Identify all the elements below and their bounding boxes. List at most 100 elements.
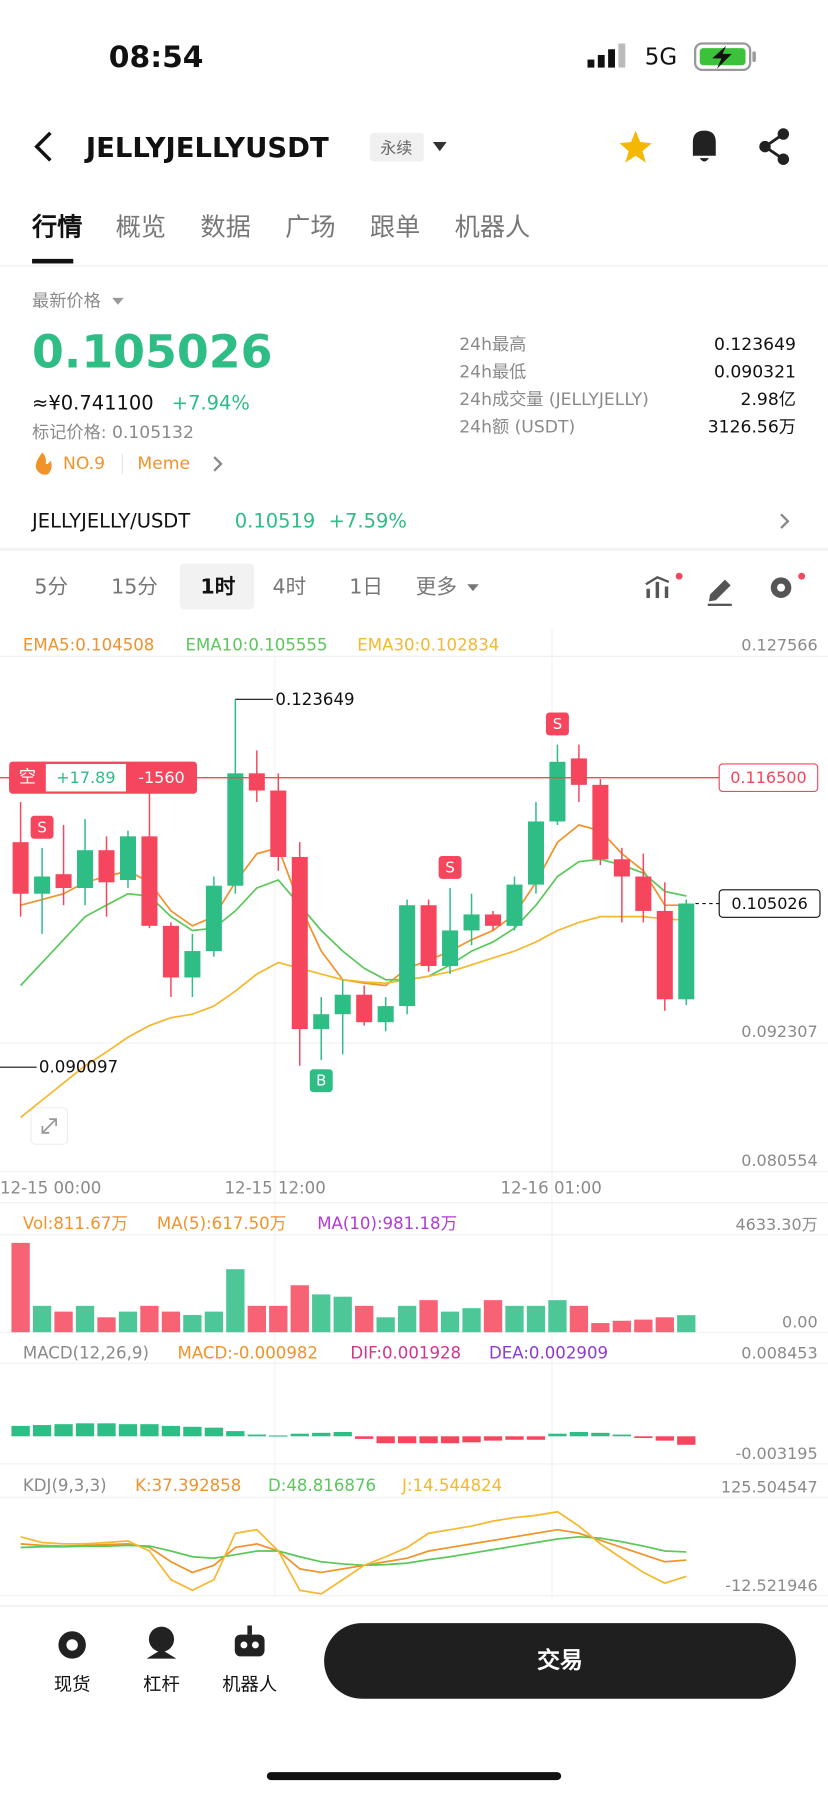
macd-bar <box>11 1425 30 1437</box>
legend: KDJ(9,3,3) <box>23 1476 107 1495</box>
high-label: 0.123649 <box>275 690 354 709</box>
legend: D:48.816876 <box>268 1476 376 1495</box>
sector[interactable]: Meme <box>137 454 190 474</box>
macd-bar <box>355 1436 374 1439</box>
trade-button[interactable] <box>324 1623 796 1699</box>
candle-body <box>334 994 351 1015</box>
signal-label: S <box>553 715 562 733</box>
candle-body <box>248 773 265 791</box>
volume-bar <box>312 1294 331 1333</box>
stat-label: 24h额 (USDT) <box>459 417 575 437</box>
macd-bar <box>247 1434 266 1437</box>
indicator-button[interactable] <box>645 572 683 598</box>
tab[interactable]: 行情 <box>31 212 82 241</box>
tab[interactable]: 概览 <box>116 212 166 241</box>
legend: MACD(12,26,9) <box>23 1343 149 1362</box>
stats: 24h最高 0.123649 24h最低 0.090321 24h成交量 (JELLYJ… <box>459 335 796 437</box>
tab[interactable]: 机器人 <box>455 212 531 241</box>
signal-badge <box>309 1069 333 1093</box>
y-tick-label: 4633.30万 <box>735 1215 817 1234</box>
x-tick-label: 12-16 01:00 <box>500 1178 601 1197</box>
draw-button[interactable] <box>707 579 732 606</box>
volume-bar <box>32 1305 52 1333</box>
candle-body <box>635 876 652 911</box>
interval[interactable]: 4时 <box>273 574 307 598</box>
spot-change: +7.59% <box>329 510 407 533</box>
interval[interactable]: 1日 <box>349 574 383 598</box>
volume-bar <box>419 1300 438 1333</box>
margin-icon[interactable] <box>146 1626 177 1659</box>
candle-body <box>527 821 544 885</box>
macd-bar <box>677 1436 696 1445</box>
symbol[interactable]: JELLYJELLYUSDT <box>84 132 329 164</box>
expand-button[interactable] <box>30 1107 69 1145</box>
interval[interactable]: 5分 <box>34 574 68 598</box>
x-tick-label: 12-15 12:00 <box>224 1178 325 1197</box>
tab[interactable]: 数据 <box>200 212 250 241</box>
ema-line <box>20 915 687 1119</box>
last-price: 0.105026 <box>32 325 272 379</box>
candle-body <box>613 859 630 877</box>
position-qty: -1560 <box>138 768 185 787</box>
tab[interactable]: 广场 <box>285 212 335 241</box>
candle-body <box>463 914 480 931</box>
interval[interactable]: 1时 <box>200 574 235 598</box>
bot-icon[interactable] <box>234 1625 265 1657</box>
interval[interactable]: 15分 <box>111 574 158 598</box>
volume-bar <box>290 1285 309 1333</box>
stat-value: 3126.56万 <box>708 417 796 437</box>
volume-bar <box>11 1242 30 1333</box>
legend: MA(10):981.18万 <box>317 1214 457 1233</box>
spot-pair[interactable]: JELLYJELLY/USDT <box>31 510 190 533</box>
macd-bar <box>548 1433 567 1437</box>
share-button[interactable] <box>759 128 790 165</box>
stat-label: 24h最低 <box>459 362 526 382</box>
tab-underline <box>32 258 74 264</box>
macd-bar <box>118 1424 138 1437</box>
macd-bar <box>183 1426 202 1437</box>
trade-label[interactable]: 交易 <box>537 1647 583 1674</box>
interval[interactable]: 更多 <box>416 574 457 598</box>
divider <box>0 547 828 551</box>
legend: K:37.392858 <box>135 1476 241 1495</box>
stat-value: 2.98亿 <box>741 390 796 410</box>
nav-label[interactable]: 杠杆 <box>143 1675 180 1696</box>
candle-body <box>55 874 72 889</box>
alert-bell[interactable] <box>692 130 716 162</box>
candle-body <box>34 876 51 894</box>
chevron[interactable] <box>780 513 790 529</box>
favorite-star[interactable] <box>619 130 652 163</box>
y-tick-label: -0.003195 <box>735 1444 817 1463</box>
macd-bar <box>32 1425 52 1437</box>
macd-bar <box>54 1424 73 1437</box>
symbol-dropdown[interactable] <box>432 142 447 152</box>
volume-bar <box>204 1311 224 1333</box>
stat-value: 0.123649 <box>714 335 796 355</box>
y-tick-label: -12.521946 <box>725 1576 817 1595</box>
volume-bar <box>397 1305 417 1333</box>
caret <box>467 584 479 592</box>
spot-icon[interactable] <box>58 1631 86 1659</box>
nav-label[interactable]: 机器人 <box>222 1675 277 1696</box>
position-price-box <box>718 763 819 793</box>
candle-body <box>184 951 201 978</box>
volume-bar <box>591 1323 610 1333</box>
signal-badge <box>30 815 54 839</box>
back-button[interactable] <box>34 131 52 162</box>
tab[interactable]: 跟单 <box>370 212 420 241</box>
settings-button[interactable] <box>770 572 806 598</box>
macd-bar <box>634 1436 653 1439</box>
candle-body <box>77 850 94 889</box>
macd-bar <box>655 1436 674 1441</box>
nav-label[interactable]: 现货 <box>54 1675 91 1696</box>
macd-bar <box>204 1427 224 1437</box>
legend: Vol:811.67万 <box>23 1214 128 1233</box>
volume-bar <box>97 1317 116 1333</box>
candle-body <box>205 885 222 952</box>
volume-bar <box>548 1300 567 1333</box>
y-tick-label: 0.080554 <box>741 1151 817 1170</box>
clock: 08:54 <box>109 40 204 75</box>
volume-bar <box>118 1311 138 1333</box>
position-price: 0.116500 <box>730 768 806 787</box>
macd-bar <box>462 1436 481 1443</box>
